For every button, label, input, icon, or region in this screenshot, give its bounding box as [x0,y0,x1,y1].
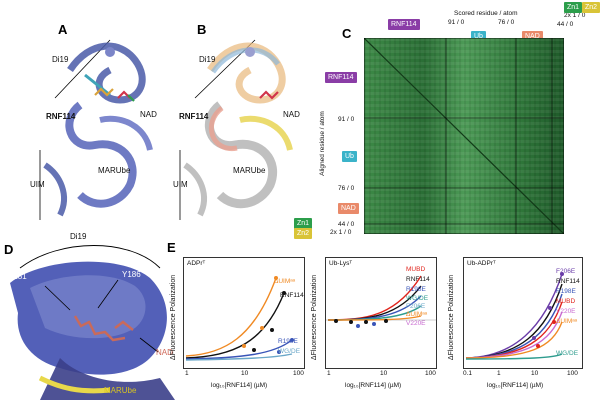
fp-plot-adpr: ADPrᵀ ΔUIMᵃᵃ RNF114 R198E WG/DE [183,257,305,369]
plot2-legend-0: MUBD [406,266,426,273]
plot3-legend-4: V220E [556,308,576,315]
plot2-xtick-1: 10 [380,370,388,377]
fp-plot-ubadpr: Ub-ADPrᵀ F206E RNF114 R198E MUBD V220E Δ… [463,257,583,369]
panel-letter-b: B [197,22,207,37]
plot1-curves [185,276,294,361]
plot3-xtick-1: 1 [497,370,501,377]
tag-nad-top: NAD [522,31,543,42]
plot3-legend-0: F206E [556,268,576,275]
side-axis-title: Aligned residue / atom [318,111,326,176]
plot1-xtick-0: 1 [185,370,189,377]
plot2-legend-2: R198E [406,286,426,293]
plot3-curves [465,272,564,360]
plot2-legend-1: RNF114 [406,276,430,283]
plot1-legend-2: R198E [278,338,298,345]
plot2-xlabel: log₁₀[RNF114] (µM) [345,382,402,389]
top-tick-2x: 2x 1 / 0 [564,12,586,19]
ylabel-plot2: ΔFluorescence Polarization [311,274,319,361]
top-tick-44: 44 / 0 [557,21,574,28]
plot1-legend-0: ΔUIMᵃᵃ [274,278,296,285]
tag-nad-side: NAD [338,203,359,214]
plot3-legend-2: R198E [556,288,576,295]
plot2-legend-6: V220E [406,320,426,327]
panel-e: E ΔFluorescence Polarization ADPrᵀ ΔUIMᵃ… [167,232,600,400]
tag-zn2-side: Zn2 [294,228,313,239]
plot3-legend-1: RNF114 [556,278,580,285]
panel-letter-e: E [167,240,176,255]
label-y181: Y181 [8,272,27,281]
plot3-title: Ub-ADPrᵀ [467,260,496,267]
side-tick-44: 44 / 0 [338,221,355,228]
structure-a-image [39,39,153,220]
distance-heatmap [364,38,564,234]
label-uim-b: UIM [173,180,188,189]
panel-letter-a: A [58,22,68,37]
label-rnf114-a: RNF114 [46,112,76,121]
tag-ub-side: Ub [342,151,357,162]
plot2-xtick-0: 1 [327,370,331,377]
side-tick-2x: 2x 1 / 0 [330,229,352,236]
plot2-legend-4: F206E [406,303,426,310]
tag-rnf114-top: RNF114 [388,19,420,30]
plot3-xtick-3: 100 [567,370,578,377]
panel-b: B Di19 RNF114 NAD UIM MARUbe [173,0,320,225]
tag-zn2-top: Zn2 [582,2,600,13]
plot3-xtick-2: 10 [531,370,539,377]
side-tick-91: 91 / 0 [338,116,355,123]
panel-letter-c: C [342,26,352,41]
panel-letter-d: D [4,242,14,257]
structure-b-image [179,39,293,220]
tag-zn1-side: Zn1 [294,218,313,229]
plot3-legend-3: MUBD [556,298,576,305]
plot1-xtick-1: 10 [241,370,249,377]
label-di19-b: Di19 [199,55,216,64]
side-tick-76: 76 / 0 [338,185,355,192]
panel-a: A Di19 RNF114 NAD UIM MARUbe [0,0,175,225]
surface-d-image [10,245,175,400]
plot1-xtick-2: 100 [293,370,304,377]
label-uim-a: UIM [30,180,45,189]
plot2-legend-3: WG/DE [406,295,429,302]
plot3-legend-5: ΔUIMᵃᵃ [556,318,578,325]
top-tick-76: 76 / 0 [498,19,515,26]
label-y186: Y186 [122,270,141,279]
plot1-legend-1: RNF114 [280,292,304,299]
plot3-legend-6: WG/DE [556,350,579,357]
top-axis-title: Scored residue / atom [454,10,518,17]
top-tick-91: 91 / 0 [448,19,465,26]
plot2-curves [326,275,436,328]
panel-d: D Di19 Y181 Y186 NAD MARUbe [0,228,175,400]
tag-ub-top: Ub [471,31,486,42]
label-di19-d: Di19 [70,232,87,241]
plot2-title: Ub-Lysᵀ [329,260,353,267]
label-nad-d: NAD [156,348,173,357]
tag-rnf114-side: RNF114 [325,72,357,83]
tag-zn1-top: Zn1 [564,2,583,13]
panel-c: C Scored residue / atom RNF114 91 / 0 Ub… [294,0,600,239]
label-nad-b: NAD [283,110,300,119]
plot1-title: ADPrᵀ [187,260,206,267]
label-marube-a: MARUbe [98,166,131,175]
label-marube-b: MARUbe [233,166,266,175]
plot3-xlabel: log₁₀[RNF114] (µM) [487,382,544,389]
plot1-xlabel: log₁₀[RNF114] (µM) [211,382,268,389]
label-di19-a: Di19 [52,55,69,64]
fp-plot-ublys: Ub-Lysᵀ MUBD RNF114 R198E WG/DE F206E ΔU… [325,257,437,369]
plot1-legend-3: WG/DE [278,348,301,355]
label-marube-d: MARUbe [104,386,137,395]
ylabel-plot3: ΔFluorescence Polarization [448,274,456,361]
label-rnf114-b: RNF114 [179,112,209,121]
plot3-xtick-0: 0.1 [463,370,473,377]
plot2-xtick-2: 100 [425,370,436,377]
label-nad-a: NAD [140,110,157,119]
plot2-legend-5: ΔUIMᵃᵃ [406,311,428,318]
ylabel-plot1: ΔFluorescence Polarization [170,274,178,361]
